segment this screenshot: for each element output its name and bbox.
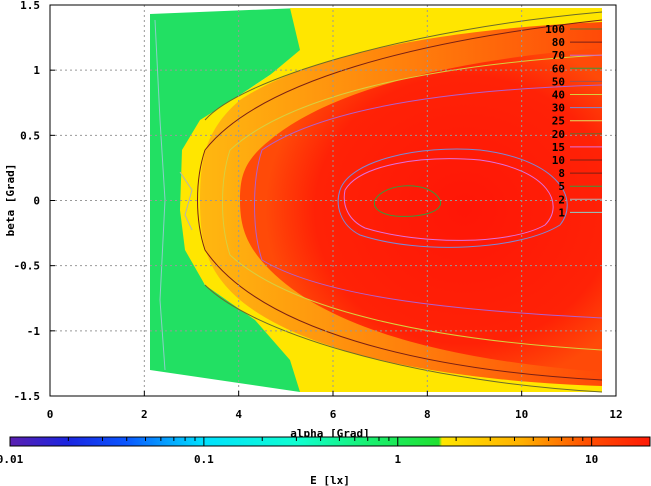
contour-key-label: 100 bbox=[545, 23, 565, 36]
y-axis-label: beta [Grad] bbox=[4, 164, 17, 237]
x-axis-ticks: 0 2 4 6 8 10 12 bbox=[47, 391, 623, 421]
colorbar-gradient bbox=[9, 436, 651, 447]
contour-key-label: 50 bbox=[552, 75, 565, 88]
contour-key-label: 2 bbox=[558, 193, 565, 206]
contour-line bbox=[179, 171, 193, 231]
x-tick-label: 4 bbox=[235, 408, 242, 421]
contour-line bbox=[254, 84, 603, 319]
contour-lines bbox=[154, 11, 603, 393]
contour-key-label: 15 bbox=[552, 141, 565, 154]
y-axis-ticks: -1.5 -1 -0.5 0 0.5 1 1.5 bbox=[14, 0, 55, 403]
contour-line bbox=[373, 185, 442, 217]
contour-key-label: 80 bbox=[552, 36, 565, 49]
contour-key-label: 5 bbox=[558, 180, 565, 193]
contour-line bbox=[337, 148, 568, 248]
x-tick-label: 12 bbox=[609, 408, 622, 421]
y-tick-label: 1 bbox=[33, 64, 40, 77]
x-tick-label: 0 bbox=[47, 408, 54, 421]
colorbar-tick-label: 1 bbox=[394, 453, 401, 466]
contour-key-label: 25 bbox=[552, 115, 565, 128]
contour-line bbox=[204, 11, 603, 393]
y-tick-label: -0.5 bbox=[14, 260, 41, 273]
x-tick-label: 10 bbox=[515, 408, 528, 421]
x-tick-label: 8 bbox=[424, 408, 431, 421]
contour-line bbox=[197, 19, 603, 381]
green-region bbox=[150, 8, 300, 392]
contour-key-label: 30 bbox=[552, 102, 565, 115]
red-region bbox=[240, 48, 602, 372]
x-tick-label: 6 bbox=[330, 408, 337, 421]
colorbar-label: E [lx] bbox=[310, 474, 350, 486]
y-tick-label: -1 bbox=[27, 325, 41, 338]
x-tick-label: 2 bbox=[141, 408, 148, 421]
right-edge-fringe bbox=[602, 8, 651, 392]
colorbar: 0.01 0.1 1 10 E [lx] bbox=[0, 436, 651, 486]
contour-key-label: 10 bbox=[552, 154, 565, 167]
grid bbox=[50, 5, 616, 396]
contour-key-label: 8 bbox=[558, 167, 565, 180]
colorbar-ticks: 0.01 0.1 1 10 bbox=[0, 437, 651, 466]
y-tick-label: 1.5 bbox=[20, 0, 40, 12]
y-tick-label: 0 bbox=[33, 195, 40, 208]
contour-key-label: 40 bbox=[552, 89, 565, 102]
contour-key-label: 60 bbox=[552, 62, 565, 75]
contour-line bbox=[343, 158, 554, 241]
colorbar-tick-label: 0.01 bbox=[0, 453, 24, 466]
y-tick-label: -1.5 bbox=[14, 390, 41, 403]
y-tick-label: 0.5 bbox=[20, 129, 40, 142]
contour-key-label: 70 bbox=[552, 49, 565, 62]
colorbar-tick-label: 0.1 bbox=[194, 453, 214, 466]
colorbar-tick-label: 10 bbox=[585, 453, 598, 466]
contour-line bbox=[222, 54, 603, 351]
contour-key-label: 1 bbox=[558, 206, 565, 219]
contour-key-label: 20 bbox=[552, 128, 565, 141]
